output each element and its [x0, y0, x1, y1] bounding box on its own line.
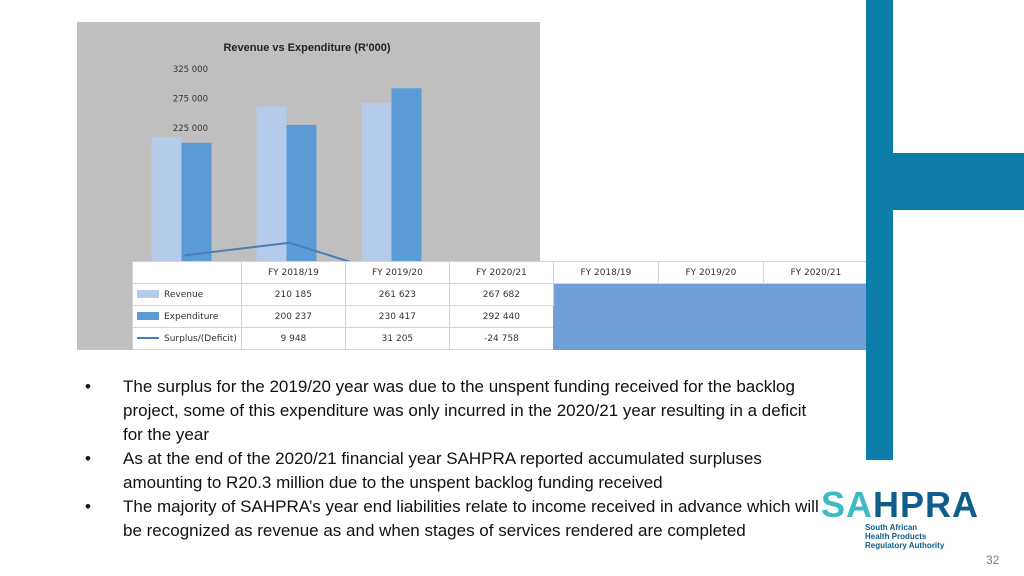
legend-expenditure: Expenditure — [132, 305, 242, 328]
table-filled-area — [552, 283, 869, 350]
table-row-expenditure: Expenditure 200 237 230 417 292 440 — [132, 305, 869, 328]
table-header-extra-fy2020: FY 2020/21 — [762, 261, 869, 284]
legend-surplus: Surplus/(Deficit) — [132, 327, 242, 350]
logo-tagline: South African Health Products Regulatory… — [865, 523, 944, 550]
surplus-value-fy2020: -24 758 — [448, 327, 554, 350]
surplus-value-fy2019: 31 205 — [344, 327, 450, 350]
bullet-text: The majority of SAHPRA’s year end liabil… — [123, 497, 819, 540]
logo-line-1: South African — [865, 523, 918, 532]
bullet-dot: • — [85, 497, 91, 516]
chart-title: Revenue vs Expenditure (R'000) — [223, 42, 390, 54]
revenue-value-fy2019: 261 623 — [344, 283, 450, 306]
y-tick-label: 275 000 — [173, 95, 208, 105]
logo-word-hpra: HPRA — [873, 484, 980, 525]
bullet-dot: • — [85, 449, 91, 468]
table-header-fy2018: FY 2018/19 — [240, 261, 346, 284]
expenditure-value-fy2018: 200 237 — [240, 305, 346, 328]
surplus-legend-swatch — [137, 337, 159, 339]
expenditure-label: Expenditure — [164, 311, 219, 322]
revenue-label: Revenue — [164, 289, 204, 300]
bullet-item: • The majority of SAHPRA’s year end liabi… — [85, 495, 825, 543]
expenditure-value-fy2019: 230 417 — [344, 305, 450, 328]
table-header-fy2020: FY 2020/21 — [448, 261, 554, 284]
deco-bar-horizontal — [893, 153, 1024, 210]
logo-line-3: Regulatory Authority — [865, 541, 945, 550]
bullet-dot: • — [85, 377, 91, 396]
revenue-value-fy2020: 267 682 — [448, 283, 554, 306]
surplus-label: Surplus/(Deficit) — [164, 333, 237, 344]
table-corner-cell — [132, 261, 242, 284]
table-row-surplus: Surplus/(Deficit) 9 948 31 205 -24 758 — [132, 327, 869, 350]
legend-revenue: Revenue — [132, 283, 242, 306]
logo-word-sa: SA — [821, 484, 874, 525]
logo-line-2: Health Products — [865, 532, 927, 541]
table-row-revenue: Revenue 210 185 261 623 267 682 — [132, 283, 869, 350]
bullet-list: • The surplus for the 2019/20 year was du… — [85, 375, 825, 543]
bullet-item: • The surplus for the 2019/20 year was du… — [85, 375, 825, 447]
page-number: 32 — [986, 553, 1000, 567]
chart-data-table: FY 2018/19 FY 2019/20 FY 2020/21 FY 2018… — [132, 261, 869, 350]
sahpra-logo: SAHPRA South African Health Products Reg… — [821, 487, 991, 551]
revenue-value-fy2018: 210 185 — [240, 283, 346, 306]
bullet-text: As at the end of the 2020/21 financial y… — [123, 449, 762, 492]
expenditure-legend-swatch — [137, 312, 159, 320]
revenue-legend-swatch — [137, 290, 159, 298]
table-header-row: FY 2018/19 FY 2019/20 FY 2020/21 FY 2018… — [132, 261, 869, 284]
table-header-extra-fy2018: FY 2018/19 — [552, 261, 659, 284]
y-tick-label: 325 000 — [173, 65, 208, 75]
bullet-item: • As at the end of the 2020/21 financial … — [85, 447, 825, 495]
expenditure-value-fy2020: 292 440 — [448, 305, 554, 328]
table-header-fy2019: FY 2019/20 — [344, 261, 450, 284]
surplus-value-fy2018: 9 948 — [240, 327, 346, 350]
table-header-extra-fy2019: FY 2019/20 — [657, 261, 764, 284]
y-tick-label: 225 000 — [173, 124, 208, 134]
bullet-text: The surplus for the 2019/20 year was due… — [123, 377, 807, 444]
logo-wordmark: SAHPRA — [821, 487, 979, 523]
deco-bar-vertical — [866, 0, 893, 460]
